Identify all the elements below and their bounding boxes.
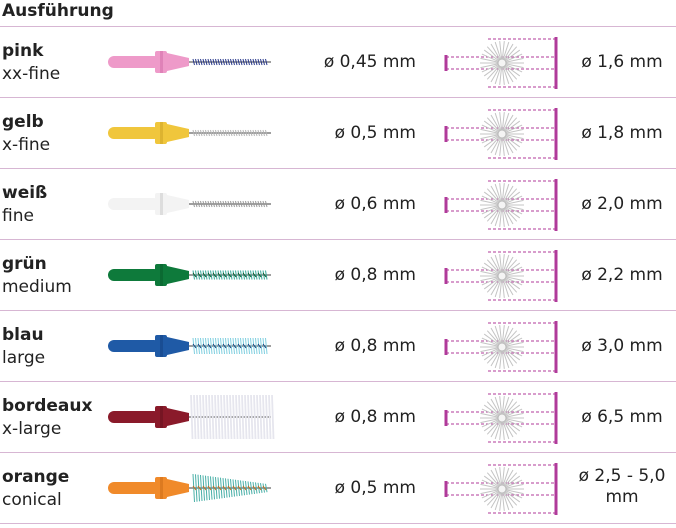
bristle-diameter: ø 2,2 mm xyxy=(581,265,663,285)
brush-bristles xyxy=(192,129,268,137)
brush-bristles xyxy=(192,200,268,208)
passage-diameter: ø 0,5 mm xyxy=(334,478,416,498)
brush-size-label: x-large xyxy=(2,419,62,439)
bristle-diameter: ø 3,0 mm xyxy=(581,336,663,356)
diameter-diagram xyxy=(444,179,558,231)
brush-illustration xyxy=(108,122,271,144)
row-divider xyxy=(0,310,676,311)
brush-color-name: bordeaux xyxy=(2,396,93,416)
passage-diameter: ø 0,8 mm xyxy=(334,265,416,285)
brush-illustration xyxy=(108,335,271,357)
row-divider xyxy=(0,452,676,453)
diameter-diagram xyxy=(444,392,558,444)
passage-diameter: ø 0,5 mm xyxy=(334,123,416,143)
brush-size-label: xx-fine xyxy=(2,64,61,84)
brush-row: grün medium ø 0,8 mm ø 2,2 mm xyxy=(0,240,676,311)
brush-color-name: blau xyxy=(2,325,44,345)
brush-size-label: medium xyxy=(2,277,72,297)
bristle-diameter: ø 2,0 mm xyxy=(581,194,663,214)
diameter-diagram xyxy=(444,250,558,302)
cross-section-diagram xyxy=(444,37,558,89)
brush-illustration xyxy=(108,394,275,440)
brush-illustration xyxy=(108,264,271,286)
bristle-diameter: ø 2,5 - 5,0 mm xyxy=(574,466,670,508)
row-divider xyxy=(0,168,676,169)
brush-bristles xyxy=(192,58,268,66)
bristle-diameter: ø 6,5 mm xyxy=(581,407,663,427)
brush-handle xyxy=(108,264,189,286)
passage-diameter: ø 0,45 mm xyxy=(323,52,416,72)
brush-size-label: fine xyxy=(2,206,34,226)
brush-size-label: large xyxy=(2,348,46,368)
brush-illustration xyxy=(108,473,271,503)
brush-illustration xyxy=(108,193,271,215)
brush-bristles xyxy=(192,337,268,355)
row-divider xyxy=(0,239,676,240)
row-divider xyxy=(0,97,676,98)
brush-bristles xyxy=(192,270,268,280)
brush-color-name: grün xyxy=(2,254,47,274)
title-divider xyxy=(0,26,676,27)
bristle-diameter: ø 1,8 mm xyxy=(581,123,663,143)
brush-size-label: x-fine xyxy=(2,135,51,155)
diameter-diagram xyxy=(444,108,558,160)
row-divider xyxy=(0,523,676,524)
section-title: Ausführung xyxy=(2,1,114,21)
brush-color-name: weiß xyxy=(2,183,48,203)
passage-diameter: ø 0,8 mm xyxy=(334,336,416,356)
brush-illustration xyxy=(108,51,271,73)
row-divider xyxy=(0,381,676,382)
cross-section-diagram xyxy=(444,250,558,302)
cross-section-diagram xyxy=(444,321,558,373)
brush-handle xyxy=(108,406,189,428)
bristle-diameter-line: mm xyxy=(605,487,639,507)
brush-row: weiß fine ø 0,6 mm ø 2,0 mm xyxy=(0,169,676,240)
brush-handle xyxy=(108,335,189,357)
passage-diameter: ø 0,6 mm xyxy=(334,194,416,214)
passage-diameter: ø 0,8 mm xyxy=(334,407,416,427)
cross-section-diagram xyxy=(444,463,558,515)
brush-size-label: conical xyxy=(2,490,62,510)
brush-color-name: pink xyxy=(2,41,44,61)
cross-section-diagram xyxy=(444,392,558,444)
brush-row: pink xx-fine ø 0,45 mm ø 1,6 mm xyxy=(0,27,676,98)
brush-handle xyxy=(108,122,189,144)
brush-bristles xyxy=(192,473,268,503)
cross-section-diagram xyxy=(444,179,558,231)
brush-row: blau large ø 0,8 mm ø 3,0 mm xyxy=(0,311,676,382)
brush-row: gelb x-fine ø 0,5 mm ø 1,8 mm xyxy=(0,98,676,169)
brush-color-name: gelb xyxy=(2,112,44,132)
brush-handle xyxy=(108,477,189,499)
brush-handle xyxy=(108,193,189,215)
brush-handle xyxy=(108,51,189,73)
brush-row: bordeaux x-large ø 0,8 mm ø 6,5 mm xyxy=(0,382,676,453)
brush-row: orange conical ø 0,5 mm ø 2,5 - 5,0 mm xyxy=(0,453,676,524)
bristle-diameter-line: ø 2,5 - 5,0 xyxy=(578,466,666,486)
diameter-diagram xyxy=(444,321,558,373)
diameter-diagram xyxy=(444,37,558,89)
brush-color-name: orange xyxy=(2,467,70,487)
cross-section-diagram xyxy=(444,108,558,160)
diameter-diagram xyxy=(444,463,558,515)
brush-bristles xyxy=(190,394,275,440)
bristle-diameter: ø 1,6 mm xyxy=(581,52,663,72)
